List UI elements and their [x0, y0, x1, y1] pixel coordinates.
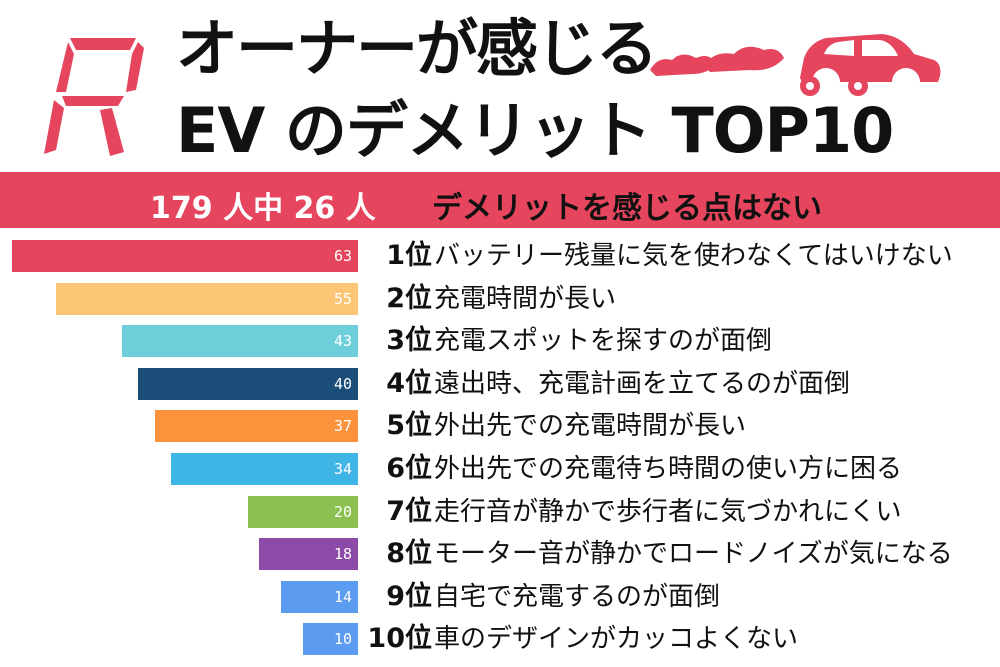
title-line-2: EV のデメリット TOP10	[176, 94, 894, 167]
bar-5	[154, 410, 358, 443]
rank-label-8: 8位	[386, 538, 432, 570]
bar-value-4: 40	[333, 374, 352, 393]
category-label-5: 外出先での充電時間が長い	[434, 411, 747, 442]
category-label-3: 充電スポットを探すのが面倒	[434, 326, 773, 357]
rank-label-5: 5位	[386, 410, 432, 442]
banner-count: 179 人中 26 人	[150, 191, 376, 226]
rank-label-3: 3位	[386, 325, 432, 357]
rank-label-4: 4位	[386, 367, 432, 399]
bar-6	[171, 453, 358, 485]
category-label-1: バッテリー残量に気を使わなくてはいけない	[434, 241, 953, 271]
rank-label-6: 6位	[386, 453, 432, 484]
banner-message: デメリットを感じる点はない	[432, 191, 822, 226]
bar-9	[281, 580, 358, 613]
category-label-10: 車のデザインがカッコよくない	[434, 624, 799, 655]
category-label-8: モーター音が静かでロードノイズが気になる	[434, 539, 953, 570]
car-icon	[650, 34, 941, 96]
category-label-7: 走行音が静かで歩行者に気づかれにくい	[434, 496, 902, 527]
bar-4	[138, 367, 358, 400]
title-line-1: オーナーが感じる	[176, 12, 658, 85]
bar-10	[303, 623, 358, 656]
bar-value-8: 18	[333, 545, 352, 564]
bar-7	[248, 495, 358, 528]
chart-title: オーナーが感じる EV のデメリット TOP10	[176, 12, 894, 167]
bar-value-6: 34	[333, 460, 352, 478]
category-label-4: 遠出時、充電計画を立てるのが面倒	[434, 368, 851, 399]
rank-label-7: 7位	[386, 495, 432, 527]
rank-label-10: 10位	[367, 623, 432, 655]
banner: 179 人中 26 人 デメリットを感じる点はない	[0, 172, 1000, 228]
category-label-2: 充電時間が長い	[434, 283, 617, 314]
category-label-6: 外出先での充電待ち時間の使い方に困る	[434, 454, 903, 484]
r-logo	[44, 38, 144, 156]
rank-label-1: 1位	[386, 240, 432, 271]
rank-label-9: 9位	[386, 580, 432, 612]
bar-value-10: 10	[333, 630, 352, 649]
rank-label-2: 2位	[386, 282, 432, 314]
bar-value-1: 63	[333, 247, 352, 265]
bar-value-5: 37	[333, 417, 352, 436]
bar-value-9: 14	[333, 587, 352, 606]
bar-value-7: 20	[333, 502, 352, 521]
bar-8	[259, 538, 358, 571]
bar-value-3: 43	[333, 332, 352, 351]
bar-3	[121, 325, 358, 358]
category-label-9: 自宅で充電するのが面倒	[434, 581, 721, 612]
bar-value-2: 55	[333, 289, 352, 308]
bar-2	[55, 282, 358, 315]
bar-1	[12, 240, 358, 272]
